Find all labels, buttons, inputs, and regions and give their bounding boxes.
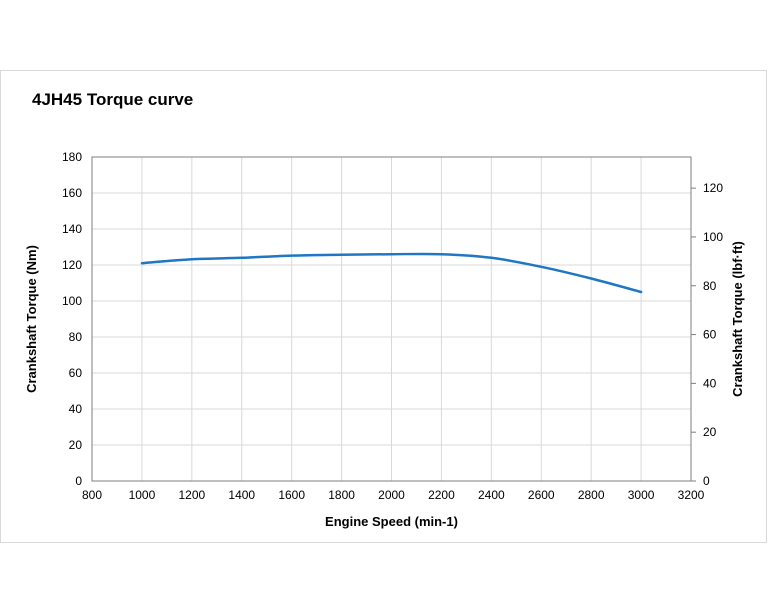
x-tick-label: 2200 xyxy=(428,488,455,502)
x-tick-label: 2000 xyxy=(378,488,405,502)
y2-tick-label: 20 xyxy=(703,425,717,439)
series-layer xyxy=(140,252,643,294)
y2-tick-label: 120 xyxy=(703,181,723,195)
y-tick-label: 100 xyxy=(62,294,82,308)
y-tick-label: 0 xyxy=(75,474,82,488)
y-tick-label: 160 xyxy=(62,186,82,200)
y-tick-label: 20 xyxy=(69,438,83,452)
x-tick-label: 3000 xyxy=(628,488,655,502)
x-axis-title: Engine Speed (min-1) xyxy=(325,514,458,529)
y2-tick-label: 60 xyxy=(703,328,717,342)
chart-frame xyxy=(0,70,767,543)
y2-tick-label: 40 xyxy=(703,376,717,390)
y-tick-label: 60 xyxy=(69,366,83,380)
x-tick-label: 800 xyxy=(82,488,102,502)
tick-labels: 800 1000 1200 1400 1600 1800 2000 2200 2400 2600 2… xyxy=(62,150,723,502)
y-tick-label: 180 xyxy=(62,150,82,164)
y2-tick-label: 100 xyxy=(703,230,723,244)
y-tick-label: 40 xyxy=(69,402,83,416)
y-axis-title: Crankshaft Torque (Nm) xyxy=(24,245,39,393)
x-tick-label: 3200 xyxy=(678,488,705,502)
grid-lines xyxy=(91,156,692,482)
plot-border xyxy=(91,156,692,482)
y2-axis-title: Crankshaft Torque (lbf·ft) xyxy=(730,241,745,397)
y2-tick-label: 0 xyxy=(703,474,710,488)
y-tick-label: 140 xyxy=(62,222,82,236)
y-tick-label: 80 xyxy=(69,330,83,344)
x-tick-label: 2800 xyxy=(578,488,605,502)
x-tick-label: 1200 xyxy=(178,488,205,502)
torque-series-line xyxy=(140,252,643,294)
x-tick-label: 1600 xyxy=(278,488,305,502)
x-tick-label: 1400 xyxy=(228,488,255,502)
x-tick-label: 2600 xyxy=(528,488,555,502)
x-tick-label: 1000 xyxy=(129,488,156,502)
x-tick-label: 1800 xyxy=(328,488,355,502)
chart-title: 4JH45 Torque curve xyxy=(32,90,194,109)
y-tick-label: 120 xyxy=(62,258,82,272)
x-tick-label: 2400 xyxy=(478,488,505,502)
y2-tick-label: 80 xyxy=(703,279,717,293)
